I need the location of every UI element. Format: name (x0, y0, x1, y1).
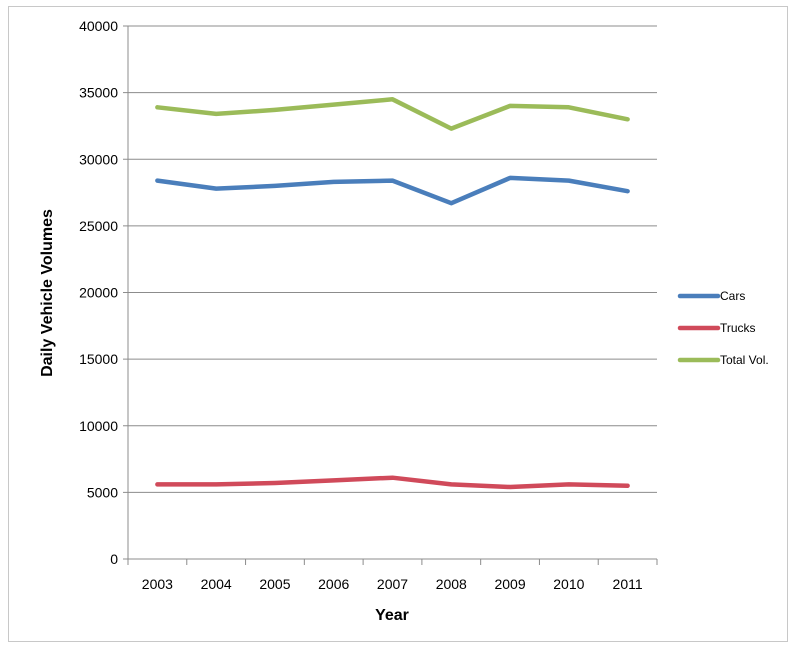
x-tick-label: 2008 (436, 576, 467, 592)
y-tick-label: 30000 (79, 151, 118, 167)
y-tick-label: 0 (110, 551, 118, 567)
axes (123, 25, 658, 565)
y-axis-title: Daily Vehicle Volumes (39, 209, 56, 377)
x-tick-label: 2006 (318, 576, 349, 592)
series-line-total-vol (155, 97, 630, 131)
series-line-trucks (155, 475, 630, 490)
series-lines (155, 97, 630, 490)
y-tick-label: 15000 (79, 351, 118, 367)
legend-label-total-vol: Total Vol. (720, 353, 769, 367)
legend-label-cars: Cars (720, 289, 745, 303)
x-tick-label: 2003 (142, 576, 173, 592)
x-tick-label: 2004 (201, 576, 232, 592)
x-axis-title: Year (375, 607, 409, 624)
x-tick-label: 2007 (377, 576, 408, 592)
y-tick-label: 10000 (79, 418, 118, 434)
y-tick-label: 25000 (79, 218, 118, 234)
y-tick-label: 40000 (79, 18, 118, 34)
y-tick-labels: 0 5000 10000 15000 20000 25000 30000 35000 40000 (79, 18, 118, 567)
x-tick-labels: 2003 2004 2005 2006 2007 2008 2009 2010 2011 (142, 576, 643, 592)
x-tick-label: 2005 (259, 576, 290, 592)
gridlines (128, 25, 657, 493)
y-tick-label: 5000 (87, 484, 118, 500)
series-line-cars (155, 175, 630, 206)
x-tick-label: 2010 (553, 576, 584, 592)
y-tick-label: 35000 (79, 85, 118, 101)
legend: Cars Trucks Total Vol. (677, 289, 769, 367)
legend-label-trucks: Trucks (720, 321, 756, 335)
y-tick-label: 20000 (79, 285, 118, 301)
x-tick-label: 2011 (613, 576, 643, 592)
chart-frame (8, 6, 788, 642)
x-tick-label: 2009 (494, 576, 525, 592)
